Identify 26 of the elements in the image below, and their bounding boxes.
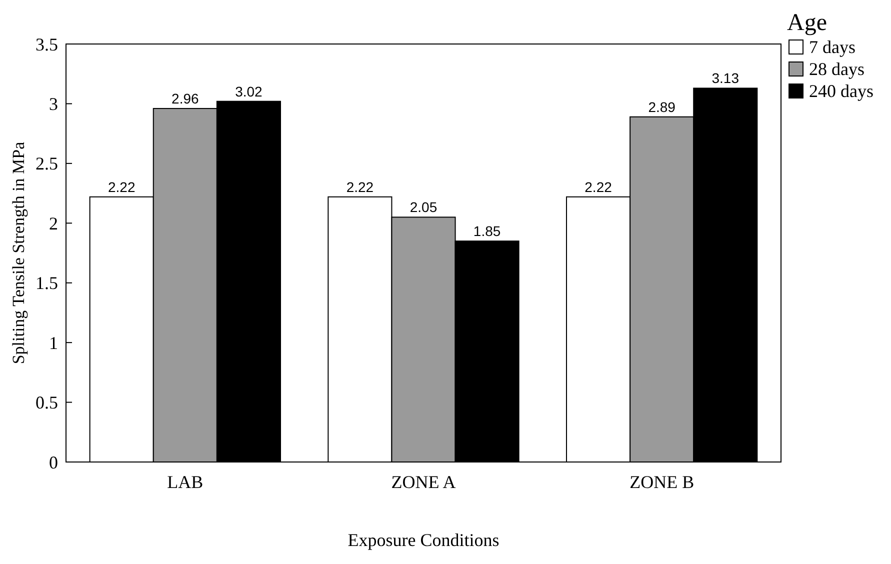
y-tick-label: 1 (49, 332, 58, 353)
data-label: 1.85 (473, 223, 501, 240)
y-tick-label: 1.5 (36, 273, 58, 294)
y-tick-label: 3.5 (36, 34, 58, 54)
data-label: 2.89 (648, 98, 676, 115)
data-label: 3.13 (712, 70, 740, 86)
y-tick-label: 2 (49, 213, 58, 234)
legend-label: 240 days (809, 81, 874, 101)
legend-label: 7 days (809, 37, 856, 57)
data-label: 2.22 (346, 178, 374, 195)
x-tick-label: ZONE B (630, 472, 694, 492)
x-tick-label: ZONE A (391, 472, 456, 492)
data-label: 3.02 (235, 83, 263, 100)
data-label: 2.22 (584, 178, 612, 195)
y-tick-label: 3 (49, 94, 58, 114)
data-label: 2.22 (108, 178, 136, 195)
x-axis-title: Exposure Conditions (348, 530, 500, 550)
y-tick-label: 2.5 (36, 154, 58, 174)
data-label: 2.96 (172, 90, 200, 106)
legend-label: 28 days (809, 59, 864, 79)
legend-title: Age (787, 10, 827, 36)
x-tick-label: LAB (167, 472, 204, 492)
y-tick-label: 0 (49, 452, 58, 472)
y-axis-title: Spliting Tensile Strength in MPa (9, 141, 28, 364)
y-tick-label: 0.5 (36, 392, 58, 413)
data-label: 2.05 (410, 199, 438, 216)
